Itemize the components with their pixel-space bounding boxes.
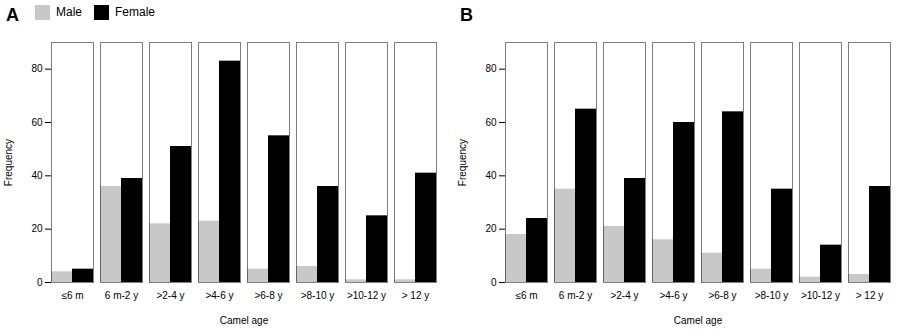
svg-text:Frequency: Frequency [3,139,14,186]
svg-text:0: 0 [37,277,43,288]
svg-text:40: 40 [31,170,43,181]
svg-text:Camel age: Camel age [220,315,269,326]
svg-text:60: 60 [31,117,43,128]
svg-text:>4-6 y: >4-6 y [205,290,233,301]
svg-text:80: 80 [31,63,43,74]
svg-text:6 m-2 y: 6 m-2 y [559,290,592,301]
svg-text:> 12 y: > 12 y [856,290,884,301]
html-text:A: A [6,4,19,25]
svg-text:>8-10 y: >8-10 y [755,290,789,301]
svg-text:>8-10 y: >8-10 y [301,290,335,301]
svg-text:>2-4 y: >2-4 y [156,290,184,301]
svg-text:Frequency: Frequency [457,139,468,186]
svg-text:> 12 y: > 12 y [402,290,430,301]
svg-text:>4-6 y: >4-6 y [659,290,687,301]
svg-text:≤6 m: ≤6 m [515,290,537,301]
svg-text:>10-12 y: >10-12 y [801,290,840,301]
svg-text:40: 40 [485,170,497,181]
svg-text:6 m-2 y: 6 m-2 y [105,290,138,301]
svg-text:20: 20 [485,223,497,234]
html-text:Male: Male [56,5,82,19]
svg-text:>6-8 y: >6-8 y [708,290,736,301]
svg-text:20: 20 [31,223,43,234]
svg-text:Camel age: Camel age [674,315,723,326]
svg-text:80: 80 [485,63,497,74]
svg-text:>6-8 y: >6-8 y [254,290,282,301]
svg-text:>10-12 y: >10-12 y [347,290,386,301]
svg-text:>2-4 y: >2-4 y [610,290,638,301]
html-text:B: B [460,4,473,25]
svg-text:≤6 m: ≤6 m [61,290,83,301]
html-text:Female: Female [115,5,155,19]
svg-text:60: 60 [485,117,497,128]
svg-text:0: 0 [491,277,497,288]
